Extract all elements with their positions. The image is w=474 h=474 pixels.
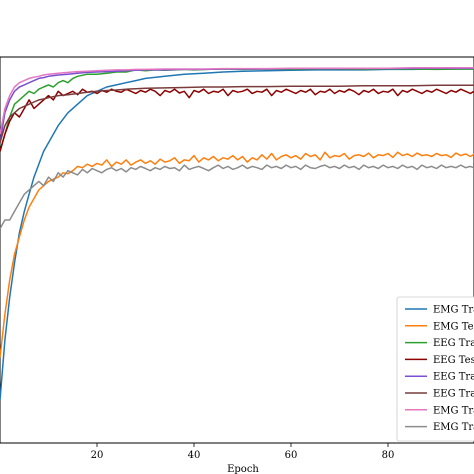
legend-label-0: EMG Trai — [433, 305, 474, 316]
legend-label-2: EEG Trai — [433, 338, 474, 349]
series-line-7 — [0, 164, 474, 229]
legend-label-5: EEG Trai — [433, 389, 474, 400]
plot-frame — [0, 56, 474, 444]
x-tick-label-1: 40 — [188, 450, 201, 461]
series-line-3 — [0, 88, 474, 152]
legend-box — [396, 296, 474, 442]
x-axis: 20 40 60 80 — [91, 443, 395, 461]
series-line-0 — [0, 68, 474, 401]
legend-label-3: EEG Tes — [433, 355, 474, 366]
legend-label-6: EMG Trai — [433, 405, 474, 416]
legend-label-7: EMG Trai — [433, 422, 474, 433]
series-line-6 — [0, 66, 474, 135]
x-axis-label: Epoch — [227, 464, 259, 474]
x-tick-label-2: 60 — [285, 450, 298, 461]
series-line-1 — [0, 151, 474, 358]
legend: EMG Trai EMG Tes EEG Trai EEG Tes EEG Trai EE… — [396, 296, 474, 442]
legend-label-1: EMG Tes — [433, 321, 474, 332]
x-tick-label-0: 20 — [91, 450, 104, 461]
series-layer — [0, 66, 474, 401]
x-tick-label-3: 80 — [382, 450, 395, 461]
legend-label-4: EEG Trai — [433, 372, 474, 383]
series-line-5 — [0, 84, 474, 144]
